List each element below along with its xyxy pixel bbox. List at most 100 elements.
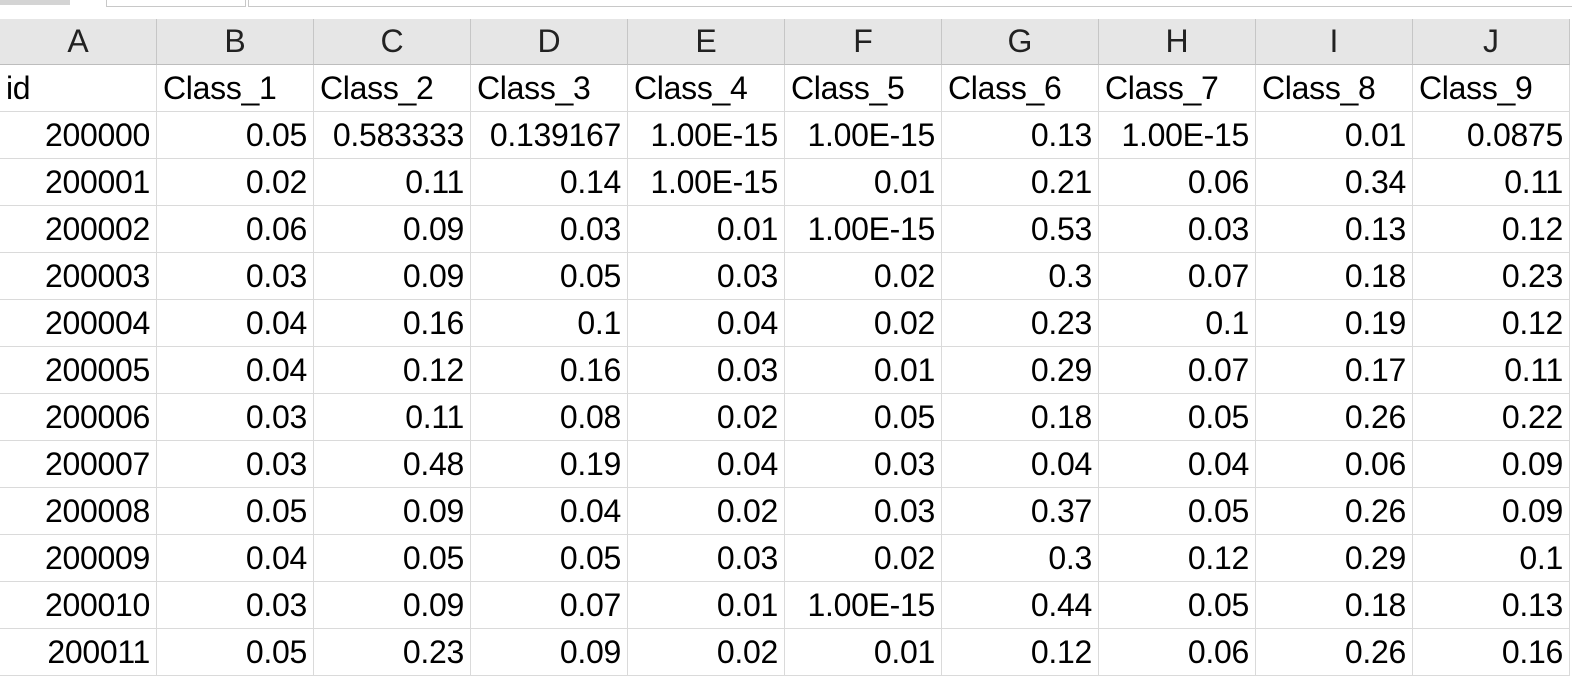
cell-c4[interactable]: 0.09 xyxy=(314,206,471,253)
cell-a11[interactable]: 200009 xyxy=(0,535,157,582)
cell-h9[interactable]: 0.04 xyxy=(1099,441,1256,488)
cell-a5[interactable]: 200003 xyxy=(0,253,157,300)
cell-f5[interactable]: 0.02 xyxy=(785,253,942,300)
cell-a2[interactable]: 200000 xyxy=(0,112,157,159)
cell-f9[interactable]: 0.03 xyxy=(785,441,942,488)
cell-b6[interactable]: 0.04 xyxy=(157,300,314,347)
cell-i4[interactable]: 0.13 xyxy=(1256,206,1413,253)
column-header-f[interactable]: F xyxy=(785,19,942,65)
cell-g7[interactable]: 0.29 xyxy=(942,347,1099,394)
cell-h8[interactable]: 0.05 xyxy=(1099,394,1256,441)
cell-e8[interactable]: 0.02 xyxy=(628,394,785,441)
cell-e6[interactable]: 0.04 xyxy=(628,300,785,347)
cell-f11[interactable]: 0.02 xyxy=(785,535,942,582)
cell-e12[interactable]: 0.01 xyxy=(628,582,785,629)
cell-d2[interactable]: 0.139167 xyxy=(471,112,628,159)
cell-a12[interactable]: 200010 xyxy=(0,582,157,629)
cell-j13[interactable]: 0.16 xyxy=(1413,629,1570,676)
cell-j12[interactable]: 0.13 xyxy=(1413,582,1570,629)
cell-h5[interactable]: 0.07 xyxy=(1099,253,1256,300)
cell-a7[interactable]: 200005 xyxy=(0,347,157,394)
cell-c8[interactable]: 0.11 xyxy=(314,394,471,441)
cell-g3[interactable]: 0.21 xyxy=(942,159,1099,206)
cell-g6[interactable]: 0.23 xyxy=(942,300,1099,347)
cell-g9[interactable]: 0.04 xyxy=(942,441,1099,488)
column-header-a[interactable]: A xyxy=(0,19,157,65)
cell-e2[interactable]: 1.00E-15 xyxy=(628,112,785,159)
cell-c7[interactable]: 0.12 xyxy=(314,347,471,394)
cell-b8[interactable]: 0.03 xyxy=(157,394,314,441)
cell-j3[interactable]: 0.11 xyxy=(1413,159,1570,206)
cell-b11[interactable]: 0.04 xyxy=(157,535,314,582)
cell-h10[interactable]: 0.05 xyxy=(1099,488,1256,535)
cell-f10[interactable]: 0.03 xyxy=(785,488,942,535)
cell-e4[interactable]: 0.01 xyxy=(628,206,785,253)
cell-b7[interactable]: 0.04 xyxy=(157,347,314,394)
cell-b12[interactable]: 0.03 xyxy=(157,582,314,629)
cell-i6[interactable]: 0.19 xyxy=(1256,300,1413,347)
header-cell-g1[interactable]: Class_6 xyxy=(942,65,1099,112)
cell-g5[interactable]: 0.3 xyxy=(942,253,1099,300)
cell-j5[interactable]: 0.23 xyxy=(1413,253,1570,300)
cell-b9[interactable]: 0.03 xyxy=(157,441,314,488)
cell-c2[interactable]: 0.583333 xyxy=(314,112,471,159)
cell-c6[interactable]: 0.16 xyxy=(314,300,471,347)
cell-j10[interactable]: 0.09 xyxy=(1413,488,1570,535)
cell-b3[interactable]: 0.02 xyxy=(157,159,314,206)
cell-e3[interactable]: 1.00E-15 xyxy=(628,159,785,206)
cell-g12[interactable]: 0.44 xyxy=(942,582,1099,629)
cell-e9[interactable]: 0.04 xyxy=(628,441,785,488)
cell-c9[interactable]: 0.48 xyxy=(314,441,471,488)
cell-a9[interactable]: 200007 xyxy=(0,441,157,488)
cell-j9[interactable]: 0.09 xyxy=(1413,441,1570,488)
header-cell-h1[interactable]: Class_7 xyxy=(1099,65,1256,112)
cell-g10[interactable]: 0.37 xyxy=(942,488,1099,535)
cell-a10[interactable]: 200008 xyxy=(0,488,157,535)
cell-d12[interactable]: 0.07 xyxy=(471,582,628,629)
cell-c3[interactable]: 0.11 xyxy=(314,159,471,206)
cell-j7[interactable]: 0.11 xyxy=(1413,347,1570,394)
sheet-tab-active[interactable] xyxy=(0,0,70,5)
header-cell-d1[interactable]: Class_3 xyxy=(471,65,628,112)
column-header-j[interactable]: J xyxy=(1413,19,1570,65)
cell-b2[interactable]: 0.05 xyxy=(157,112,314,159)
cell-h11[interactable]: 0.12 xyxy=(1099,535,1256,582)
cell-h6[interactable]: 0.1 xyxy=(1099,300,1256,347)
header-cell-c1[interactable]: Class_2 xyxy=(314,65,471,112)
cell-e7[interactable]: 0.03 xyxy=(628,347,785,394)
cell-i3[interactable]: 0.34 xyxy=(1256,159,1413,206)
cell-a4[interactable]: 200002 xyxy=(0,206,157,253)
cell-c12[interactable]: 0.09 xyxy=(314,582,471,629)
column-header-g[interactable]: G xyxy=(942,19,1099,65)
cell-f12[interactable]: 1.00E-15 xyxy=(785,582,942,629)
cell-b5[interactable]: 0.03 xyxy=(157,253,314,300)
cell-c11[interactable]: 0.05 xyxy=(314,535,471,582)
cell-b10[interactable]: 0.05 xyxy=(157,488,314,535)
cell-g13[interactable]: 0.12 xyxy=(942,629,1099,676)
sheet-tab[interactable] xyxy=(106,0,246,7)
cell-j8[interactable]: 0.22 xyxy=(1413,394,1570,441)
header-cell-f1[interactable]: Class_5 xyxy=(785,65,942,112)
cell-j2[interactable]: 0.0875 xyxy=(1413,112,1570,159)
cell-d9[interactable]: 0.19 xyxy=(471,441,628,488)
column-header-b[interactable]: B xyxy=(157,19,314,65)
cell-j11[interactable]: 0.1 xyxy=(1413,535,1570,582)
cell-h4[interactable]: 0.03 xyxy=(1099,206,1256,253)
cell-c5[interactable]: 0.09 xyxy=(314,253,471,300)
header-cell-j1[interactable]: Class_9 xyxy=(1413,65,1570,112)
cell-h2[interactable]: 1.00E-15 xyxy=(1099,112,1256,159)
column-header-d[interactable]: D xyxy=(471,19,628,65)
column-header-e[interactable]: E xyxy=(628,19,785,65)
cell-a13[interactable]: 200011 xyxy=(0,629,157,676)
cell-f2[interactable]: 1.00E-15 xyxy=(785,112,942,159)
cell-h12[interactable]: 0.05 xyxy=(1099,582,1256,629)
cell-d10[interactable]: 0.04 xyxy=(471,488,628,535)
header-cell-a1[interactable]: id xyxy=(0,65,157,112)
column-header-i[interactable]: I xyxy=(1256,19,1413,65)
cell-f4[interactable]: 1.00E-15 xyxy=(785,206,942,253)
cell-j6[interactable]: 0.12 xyxy=(1413,300,1570,347)
cell-g11[interactable]: 0.3 xyxy=(942,535,1099,582)
cell-d7[interactable]: 0.16 xyxy=(471,347,628,394)
cell-g4[interactable]: 0.53 xyxy=(942,206,1099,253)
cell-i12[interactable]: 0.18 xyxy=(1256,582,1413,629)
